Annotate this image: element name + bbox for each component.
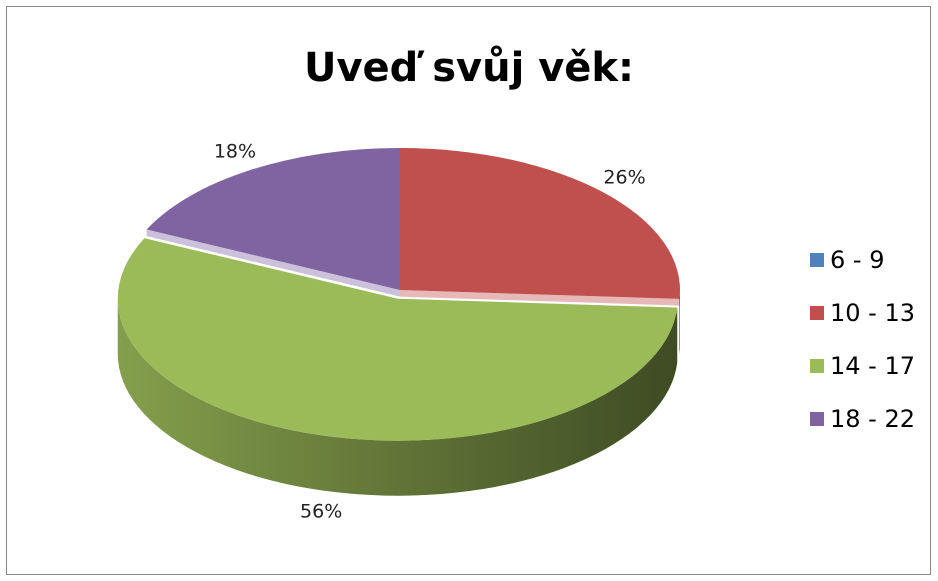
legend-label: 6 - 9 [830,246,884,274]
legend-label: 10 - 13 [830,299,915,327]
chart-title: Uveď svůj věk: [304,44,634,91]
pie-slice-edge [146,229,400,297]
pie-slice [400,148,680,299]
legend-swatch [810,306,824,320]
legend-swatch [810,359,824,373]
data-label: 18% [214,141,256,163]
pie-slice-shade [117,298,678,496]
legend-swatch [810,412,824,426]
pie-slice [146,148,400,290]
pie-slice [117,238,678,441]
pie-slice-edge [400,290,680,306]
legend-label: 14 - 17 [830,352,915,380]
data-label: 26% [603,167,645,189]
legend-swatch [810,253,824,267]
data-label: 56% [300,500,342,522]
pie-slice-shade [679,290,680,354]
legend-label: 18 - 22 [830,405,915,433]
